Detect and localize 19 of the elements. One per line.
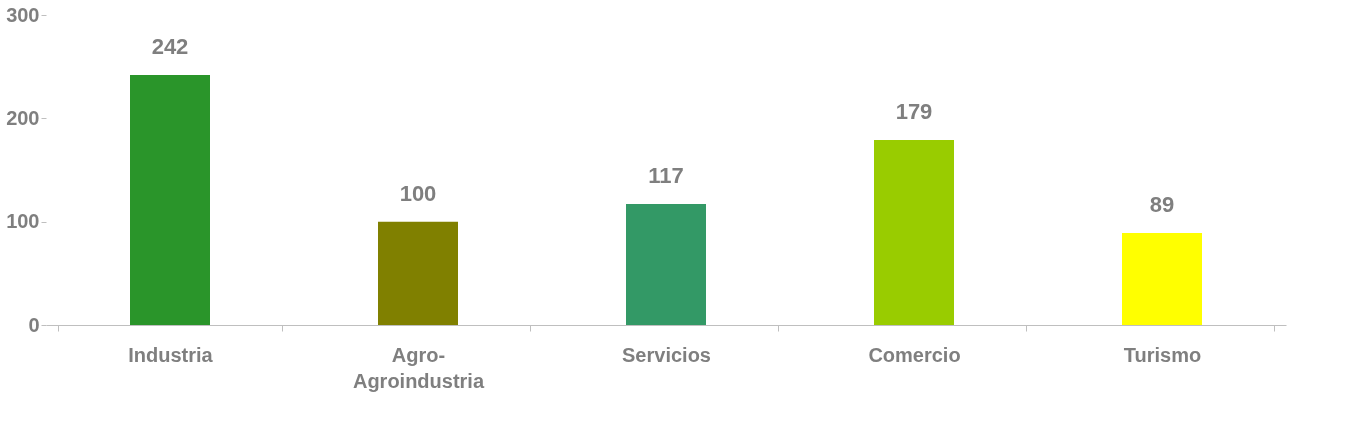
y-tick-label: 200 (6, 106, 40, 129)
x-tick-label: Turismo (1123, 343, 1202, 366)
data-label: 100 (399, 180, 437, 206)
x-tick-label: Agro- Agroindustria (352, 343, 485, 392)
data-label: 89 (1149, 192, 1175, 218)
x-tick-label: Servicios (622, 343, 711, 366)
bar (1122, 233, 1202, 325)
bar (626, 204, 706, 325)
y-tick-label: 100 (6, 210, 40, 233)
bar (874, 140, 954, 325)
bar (378, 221, 458, 325)
x-tick-label: Comercio (868, 343, 961, 366)
y-tick-label: 0 (28, 313, 40, 336)
data-label: 117 (648, 163, 684, 189)
y-tick-label: 300 (6, 3, 40, 26)
data-label: 242 (151, 33, 189, 59)
data-label: 179 (895, 99, 933, 125)
x-tick-label: Industria (128, 343, 214, 366)
bar (130, 74, 210, 325)
